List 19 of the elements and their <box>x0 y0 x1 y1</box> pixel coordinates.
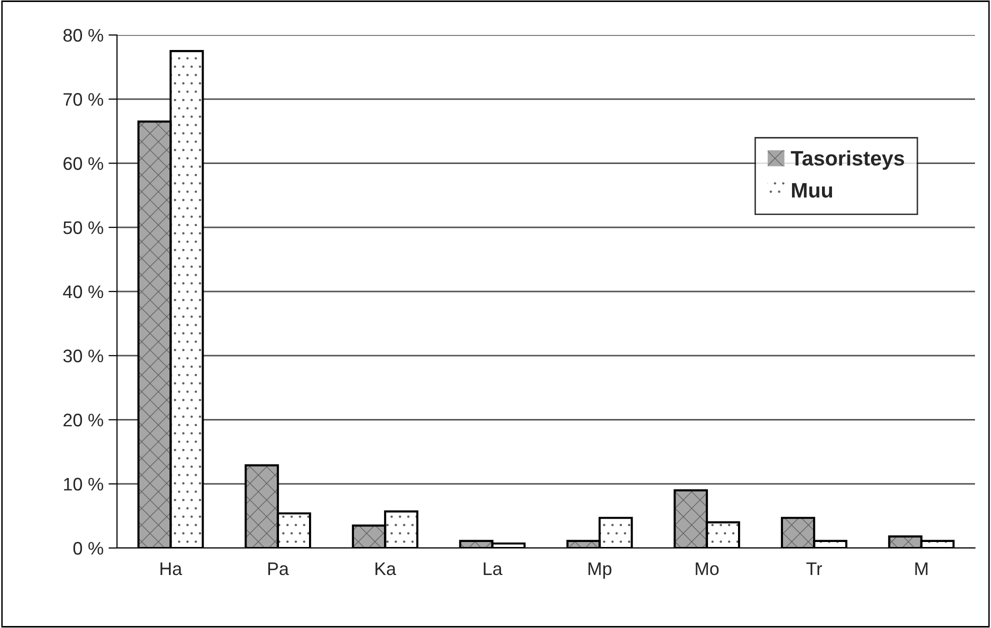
y-tick-label: 10 % <box>64 478 104 491</box>
x-tick-label: Ha <box>160 562 182 576</box>
x-tick-label: Ka <box>376 562 396 576</box>
legend-label: Muu <box>792 183 832 198</box>
x-tick-label: M <box>915 562 928 575</box>
y-tick-label: 70 % <box>64 93 104 106</box>
y-tick-label: 80 % <box>63 28 104 42</box>
y-tick-label: 20 % <box>64 414 104 426</box>
y-tick-label: 30 % <box>63 350 104 362</box>
x-tick-label: Mo <box>696 562 719 576</box>
x-tick-label: La <box>484 562 502 576</box>
y-tick-label: 0 % <box>73 542 104 555</box>
y-tick-label: 60 % <box>64 157 104 170</box>
x-tick-label: Pa <box>268 562 289 576</box>
legend-label: Tasoristeys <box>790 150 904 170</box>
y-tick-label: 40 % <box>63 285 104 298</box>
x-tick-label: Tr <box>806 562 822 575</box>
x-tick-label: Mp <box>588 562 612 579</box>
y-tick-label: 50 % <box>63 221 104 234</box>
